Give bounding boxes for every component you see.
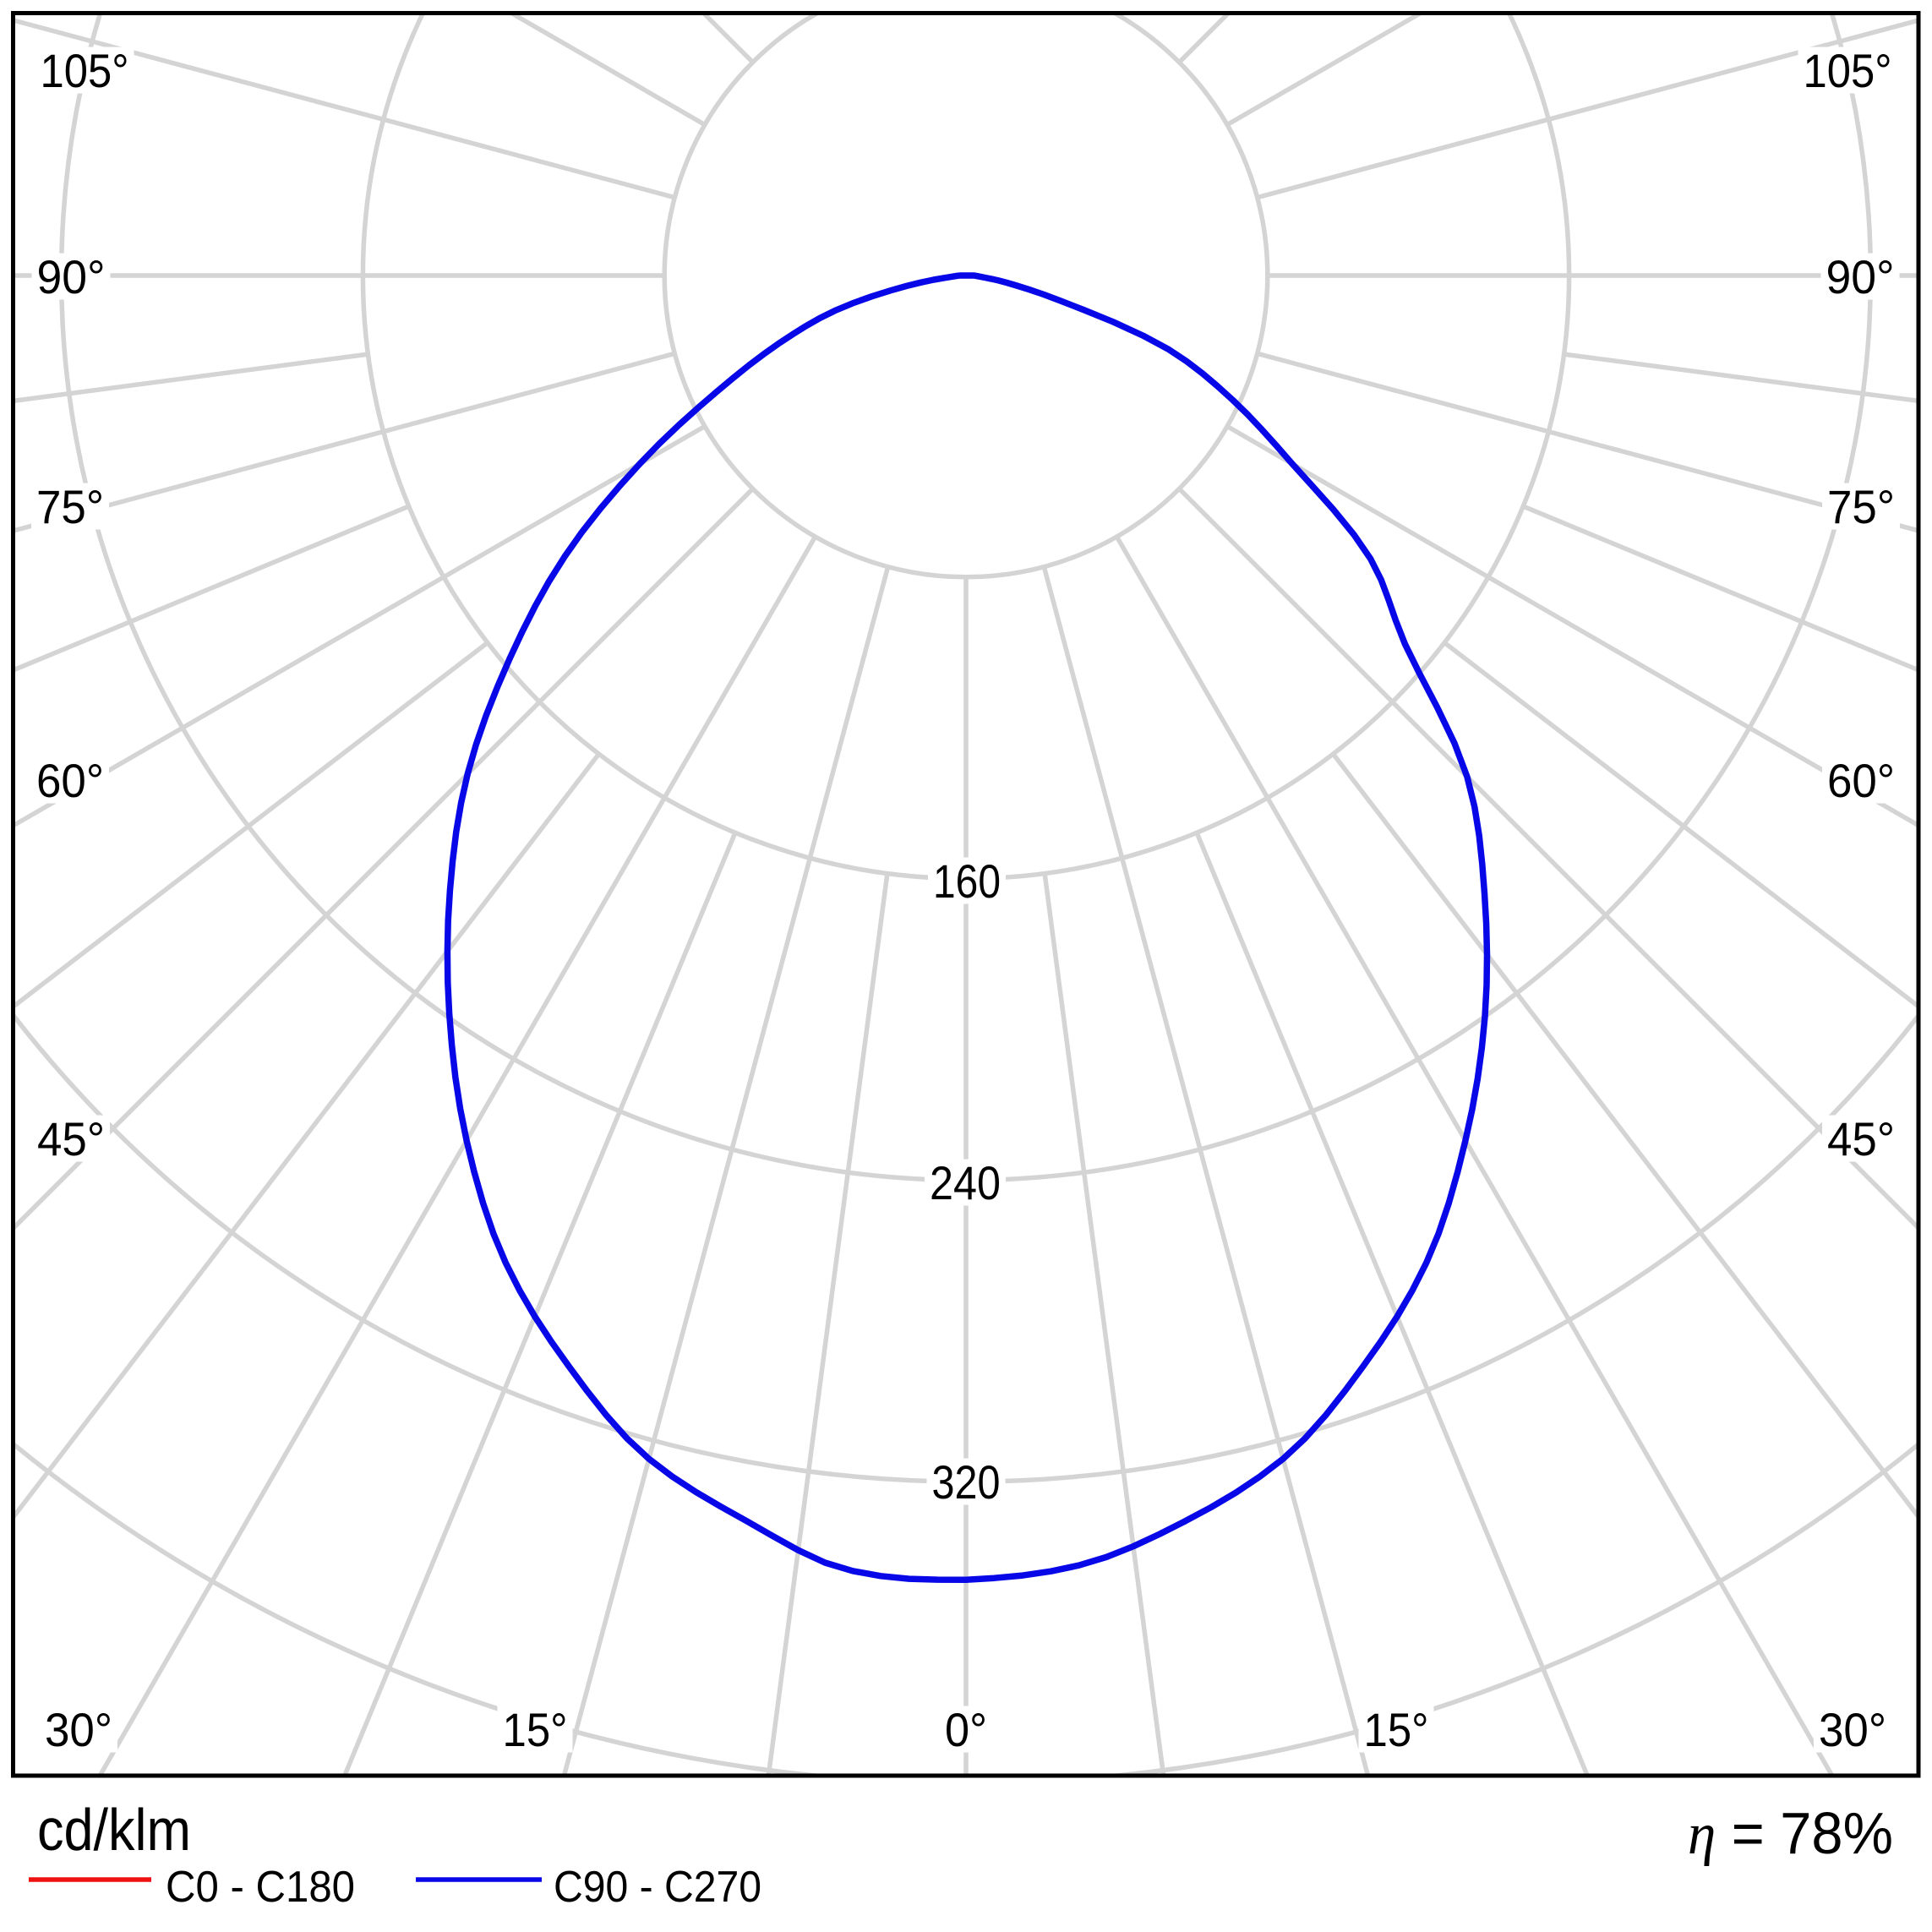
svg-text:0°: 0°: [945, 1703, 987, 1756]
svg-text:60°: 60°: [1827, 754, 1895, 807]
svg-text:75°: 75°: [1827, 480, 1895, 533]
svg-text:90°: 90°: [1826, 250, 1895, 303]
svg-text:30°: 30°: [45, 1703, 112, 1756]
svg-text:45°: 45°: [1827, 1112, 1895, 1165]
svg-text:C0 - C180: C0 - C180: [166, 1863, 355, 1912]
svg-text:160: 160: [933, 854, 1001, 908]
svg-text:15°: 15°: [503, 1703, 568, 1756]
svg-text:240: 240: [930, 1156, 1001, 1209]
svg-text:30°: 30°: [1819, 1703, 1886, 1756]
svg-text:60°: 60°: [36, 754, 104, 807]
svg-text:15°: 15°: [1364, 1703, 1429, 1756]
svg-text:105°: 105°: [41, 44, 129, 97]
svg-text:C90 - C270: C90 - C270: [554, 1863, 761, 1912]
svg-text:105°: 105°: [1804, 44, 1892, 97]
svg-text:320: 320: [932, 1455, 1001, 1509]
svg-text:45°: 45°: [37, 1112, 105, 1165]
svg-text:75°: 75°: [36, 480, 104, 533]
svg-text:cd/klm: cd/klm: [37, 1797, 191, 1863]
svg-text:η = 78%: η = 78%: [1688, 1800, 1893, 1867]
svg-text:90°: 90°: [37, 250, 106, 303]
